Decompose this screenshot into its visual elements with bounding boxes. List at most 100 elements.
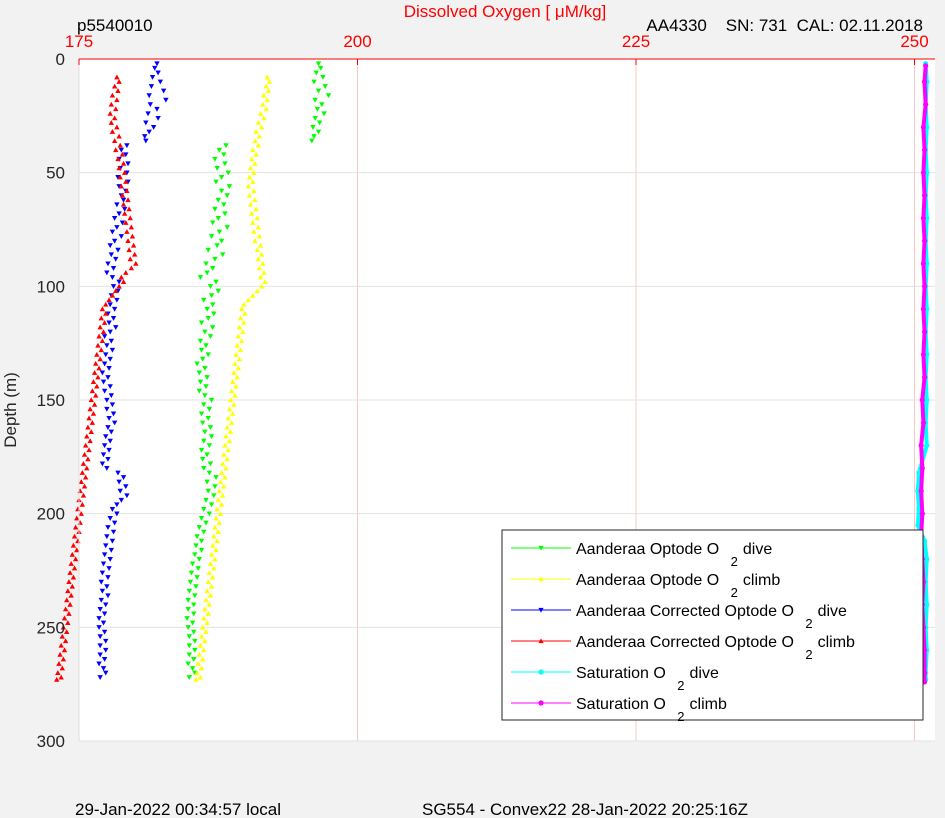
data-point	[223, 433, 229, 439]
data-point	[251, 188, 257, 194]
data-point	[209, 542, 216, 548]
data-point	[258, 251, 265, 257]
data-point	[97, 634, 103, 640]
data-point	[111, 215, 118, 221]
data-point	[104, 584, 110, 590]
data-point	[194, 670, 200, 675]
data-point	[215, 215, 221, 221]
data-point	[225, 447, 231, 453]
data-point	[921, 192, 928, 198]
legend-label: Aanderaa Corrected Optode O 2dive	[576, 603, 847, 631]
data-point	[60, 656, 67, 662]
series-layer	[54, 60, 930, 685]
series-3	[54, 74, 139, 682]
data-point	[236, 356, 243, 362]
data-point	[103, 310, 109, 316]
data-point	[312, 115, 318, 121]
data-point	[130, 242, 137, 248]
legend-label: Saturation O 2dive	[576, 665, 719, 693]
data-point	[201, 615, 207, 621]
data-point	[115, 470, 121, 476]
data-point	[105, 425, 111, 430]
data-point	[205, 352, 211, 358]
data-point	[198, 347, 205, 353]
data-point	[920, 261, 927, 267]
data-point	[208, 551, 215, 557]
data-point	[222, 442, 228, 448]
data-point	[97, 675, 103, 681]
data-point	[101, 388, 108, 394]
data-point	[154, 106, 160, 112]
data-point	[918, 442, 924, 449]
data-point	[99, 570, 106, 576]
data-point	[111, 238, 118, 244]
data-point	[236, 324, 243, 330]
data-point	[256, 265, 263, 271]
data-point	[96, 625, 102, 631]
data-point	[154, 61, 160, 67]
data-point	[160, 88, 167, 94]
data-point	[261, 269, 267, 275]
data-point	[104, 270, 110, 276]
data-point	[97, 643, 103, 649]
data-point	[113, 106, 119, 112]
data-point	[251, 169, 257, 175]
legend-swatch-marker	[538, 700, 544, 706]
data-point	[111, 138, 118, 143]
data-point	[207, 425, 214, 430]
data-point	[108, 393, 115, 399]
data-point	[118, 147, 125, 153]
data-point	[152, 65, 158, 71]
data-point	[199, 356, 206, 362]
data-point	[255, 256, 262, 262]
data-point	[110, 265, 117, 271]
data-point	[95, 342, 101, 348]
data-point	[258, 283, 265, 289]
y-tick-label: 50	[46, 164, 65, 183]
data-point	[212, 256, 218, 262]
data-point	[315, 129, 322, 135]
data-point	[237, 347, 244, 353]
data-point	[191, 611, 197, 617]
data-point	[233, 351, 239, 357]
data-point	[128, 224, 135, 230]
data-point	[230, 410, 236, 416]
data-point	[85, 456, 91, 462]
data-point	[62, 638, 69, 644]
data-point	[114, 124, 120, 130]
data-point	[226, 438, 233, 444]
data-point	[85, 424, 91, 430]
data-point	[320, 75, 326, 80]
data-point	[211, 311, 217, 317]
y-tick-label: 100	[37, 277, 65, 296]
data-point	[314, 106, 321, 112]
data-point	[235, 365, 242, 371]
legend-swatch-marker	[538, 607, 544, 613]
data-point	[262, 279, 268, 284]
data-point	[252, 138, 258, 143]
data-point	[924, 602, 930, 608]
data-point	[208, 293, 215, 299]
data-point	[198, 320, 205, 326]
data-point	[99, 370, 106, 376]
data-point	[94, 351, 100, 357]
data-point	[107, 329, 113, 335]
data-point	[235, 333, 242, 339]
data-point	[224, 424, 230, 430]
data-point	[191, 602, 197, 608]
data-point	[104, 343, 110, 349]
data-point	[252, 197, 258, 203]
series-0	[184, 61, 332, 681]
legend-swatch-marker	[538, 669, 544, 675]
data-point	[217, 510, 224, 516]
data-point	[107, 438, 113, 444]
data-point	[246, 174, 253, 180]
data-point	[97, 356, 103, 362]
data-point	[203, 597, 209, 603]
data-point	[204, 588, 210, 594]
data-point	[118, 234, 125, 240]
data-point	[202, 329, 208, 335]
data-point	[921, 238, 928, 244]
data-point	[207, 592, 214, 598]
footer-mission: SG554 - Convex22 28-Jan-2022 20:25:16Z	[422, 800, 748, 818]
